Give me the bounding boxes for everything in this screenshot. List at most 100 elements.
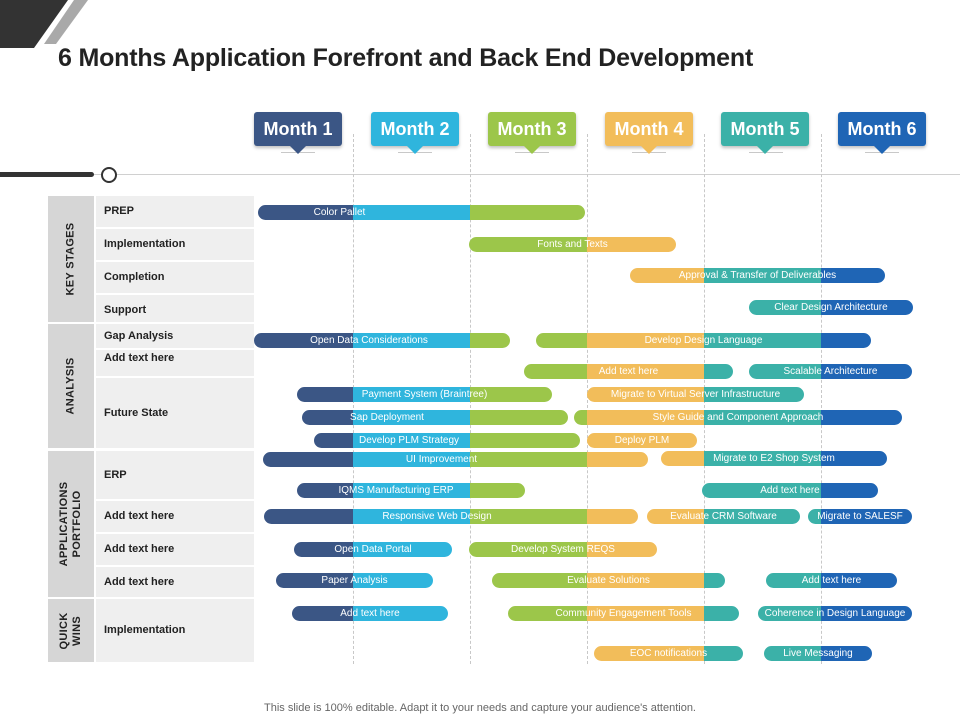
task-label: Develop System REQS xyxy=(511,544,615,555)
task-label: IQMS Manufacturing ERP xyxy=(338,485,454,496)
group-label: ANALYSIS xyxy=(64,357,77,415)
task-bar-scalable-architecture[interactable]: Scalable Architecture xyxy=(749,364,912,379)
task-bar-fonts-and-texts[interactable]: Fonts and Texts xyxy=(469,237,676,252)
task-bar-add-text[interactable]: Add text here xyxy=(702,483,878,498)
row-background xyxy=(96,534,254,565)
task-label: Live Messaging xyxy=(783,648,853,659)
task-label: Add text here xyxy=(760,485,820,496)
task-bar-add-text[interactable]: Add text here xyxy=(292,606,448,621)
task-label: Migrate to Virtual Server Infrastructure xyxy=(610,389,781,400)
group-label: APPLICATIONS PORTFOLIO xyxy=(58,481,83,567)
month-1-header: Month 1 xyxy=(254,112,342,154)
task-label: Responsive Web Design xyxy=(382,511,492,522)
task-bar-deploy-plm[interactable]: Deploy PLM xyxy=(587,433,697,448)
task-label: Add text here xyxy=(801,575,862,586)
group-analysis: ANALYSIS xyxy=(48,324,94,448)
row-background xyxy=(96,229,254,260)
footer-note: This slide is 100% editable. Adapt it to… xyxy=(264,702,696,714)
task-bar-color-pallet[interactable]: Color Pallet xyxy=(258,205,585,220)
group-key-stages: KEY STAGES xyxy=(48,196,94,322)
task-bar-migrate-salesf[interactable]: Migrate to SALESF xyxy=(808,509,912,524)
task-label: Add text here xyxy=(598,366,659,377)
month-label: Month 1 xyxy=(263,118,333,139)
month-4-header: Month 4 xyxy=(605,112,693,154)
month-6-header: Month 6 xyxy=(838,112,926,154)
row-label: Add text here xyxy=(104,543,175,555)
task-label: EOC notifications xyxy=(629,648,708,659)
row-background xyxy=(96,451,254,499)
task-bar-evaluate-solutions[interactable]: Evaluate Solutions xyxy=(492,573,725,588)
task-label: Approval & Transfer of Deliverables xyxy=(678,270,837,281)
task-bar-develop-plm-strategy[interactable]: Develop PLM Strategy xyxy=(314,433,580,448)
task-bar-community-engagement[interactable]: Community Engagement Tools xyxy=(508,606,739,621)
row-label: ERP xyxy=(104,469,127,481)
page-title: 6 Months Application Forefront and Back … xyxy=(58,44,754,72)
task-label: Scalable Architecture xyxy=(783,366,878,377)
row-background xyxy=(96,262,254,293)
month-label: Month 6 xyxy=(847,118,917,139)
task-bar-migrate-e2-shop[interactable]: Migrate to E2 Shop System xyxy=(661,451,887,466)
task-bar-paper-analysis[interactable]: Paper Analysis xyxy=(276,573,433,588)
task-label: Develop PLM Strategy xyxy=(358,435,460,446)
row-background xyxy=(96,567,254,597)
task-bar-develop-system-reqs[interactable]: Develop System REQS xyxy=(469,542,657,557)
timeline-axis xyxy=(0,174,960,175)
row-label: Add text here xyxy=(104,576,175,588)
group-applications-portfolio: APPLICATIONS PORTFOLIO xyxy=(48,451,94,597)
timeline-start-bar xyxy=(0,172,94,177)
task-label: Coherence in Design Language xyxy=(764,608,906,619)
row-background xyxy=(96,501,254,532)
month-5-header: Month 5 xyxy=(721,112,809,154)
row-label: Implementation xyxy=(104,238,186,250)
task-bar-responsive-web-design[interactable]: Responsive Web Design xyxy=(264,509,638,524)
month-label: Month 3 xyxy=(497,118,567,139)
task-label: Clear Design Architecture xyxy=(774,302,888,313)
row-background xyxy=(96,196,254,227)
row-background xyxy=(96,599,254,662)
month-label: Month 2 xyxy=(380,118,450,139)
row-label: PREP xyxy=(104,205,134,217)
group-label: QUICK WINS xyxy=(58,612,83,649)
task-bar-add-text[interactable]: Add text here xyxy=(524,364,733,379)
task-bar-eoc-notifications[interactable]: EOC notifications xyxy=(594,646,743,661)
row-label: Add text here xyxy=(104,352,175,364)
task-label: Style Guide and Component Approach xyxy=(652,412,824,423)
row-background xyxy=(96,295,254,322)
row-background xyxy=(96,378,254,448)
task-label: Paper Analysis xyxy=(321,575,388,586)
task-bar-live-messaging[interactable]: Live Messaging xyxy=(764,646,872,661)
task-label: Evaluate Solutions xyxy=(567,575,650,586)
task-label: Deploy PLM xyxy=(614,435,670,446)
task-bar-approval-transfer[interactable]: Approval & Transfer of Deliverables xyxy=(630,268,885,283)
task-bar-open-data-considerations[interactable]: Open Data Considerations xyxy=(254,333,510,348)
task-bar-coherence-design-language[interactable]: Coherence in Design Language xyxy=(758,606,912,621)
task-label: Migrate to SALESF xyxy=(817,511,903,522)
month-divider xyxy=(821,134,822,664)
task-bar-style-guide[interactable]: Style Guide and Component Approach xyxy=(574,410,902,425)
task-bar-migrate-virtual-server[interactable]: Migrate to Virtual Server Infrastructure xyxy=(587,387,804,402)
task-bar-payment-system[interactable]: Payment System (Braintree) xyxy=(297,387,552,402)
task-bar-sap-deployment[interactable]: Sap Deployment xyxy=(302,410,568,425)
row-background xyxy=(96,350,254,376)
timeline-start-marker xyxy=(101,167,117,183)
task-bar-develop-design-language[interactable]: Develop Design Language xyxy=(536,333,871,348)
task-bar-add-text[interactable]: Add text here xyxy=(766,573,897,588)
month-label: Month 5 xyxy=(730,118,800,139)
task-bar-open-data-portal[interactable]: Open Data Portal xyxy=(294,542,452,557)
month-3-header: Month 3 xyxy=(488,112,576,154)
corner-decoration xyxy=(0,0,88,48)
task-label: Develop Design Language xyxy=(644,335,763,346)
row-background xyxy=(96,324,254,348)
task-label: Fonts and Texts xyxy=(537,239,608,250)
row-label: Support xyxy=(104,304,147,316)
task-bar-evaluate-crm[interactable]: Evaluate CRM Software xyxy=(647,509,800,524)
month-label: Month 4 xyxy=(614,118,684,139)
task-label: Add text here xyxy=(340,608,400,619)
task-bar-clear-design-architecture[interactable]: Clear Design Architecture xyxy=(749,300,913,315)
row-label: Gap Analysis xyxy=(104,330,174,342)
task-label: Community Engagement Tools xyxy=(555,608,692,619)
task-bar-iqms-erp[interactable]: IQMS Manufacturing ERP xyxy=(297,483,525,498)
task-label: Open Data Considerations xyxy=(310,335,428,346)
group-quick-wins: QUICK WINS xyxy=(48,599,94,662)
task-bar-ui-improvement[interactable]: UI Improvement xyxy=(263,452,648,467)
